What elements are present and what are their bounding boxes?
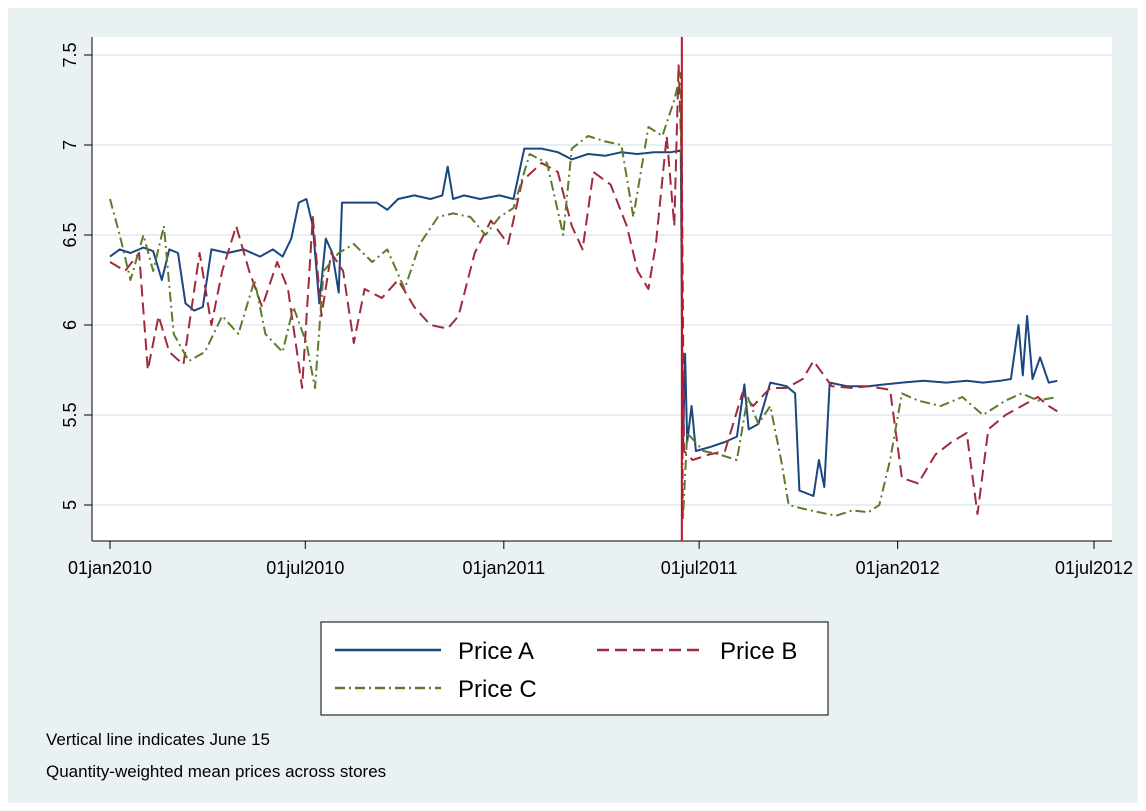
legend-label-price-c: Price C <box>458 676 537 703</box>
legend: Price A Price B Price C <box>320 621 829 716</box>
series-line-price-c <box>109 72 1058 521</box>
x-tick-label: 01jan2012 <box>856 558 940 578</box>
axis-layer: 5 5.5 6 6.5 7 7.5 01jan2010 01jul2010 01jan2011 0… <box>60 37 1133 578</box>
note-vertical-line: Vertical line indicates June 15 <box>46 730 270 749</box>
note-weighted-mean: Quantity-weighted mean prices across sto… <box>46 762 386 781</box>
x-tick-label: 01jul2012 <box>1055 558 1133 578</box>
grid-layer <box>92 54 1112 506</box>
legend-label-price-b: Price B <box>720 638 797 665</box>
plot-area <box>92 37 1112 541</box>
series-line-price-b <box>109 63 1058 515</box>
x-tick-label: 01jan2010 <box>68 558 152 578</box>
series-line-price-a <box>109 147 1058 497</box>
y-tick-label: 6.5 <box>60 222 80 247</box>
y-tick-label: 6 <box>60 320 80 330</box>
x-tick-label: 01jan2011 <box>462 558 545 578</box>
y-tick-label: 7 <box>60 140 80 150</box>
x-tick-label: 01jul2010 <box>266 558 344 578</box>
legend-box <box>320 621 829 716</box>
y-tick-label: 7.5 <box>60 42 80 67</box>
y-tick-label: 5.5 <box>60 402 80 427</box>
legend-label-price-a: Price A <box>458 638 534 665</box>
series-layer <box>109 63 1058 521</box>
y-tick-label: 5 <box>60 500 80 510</box>
x-tick-label: 01jul2011 <box>661 558 738 578</box>
